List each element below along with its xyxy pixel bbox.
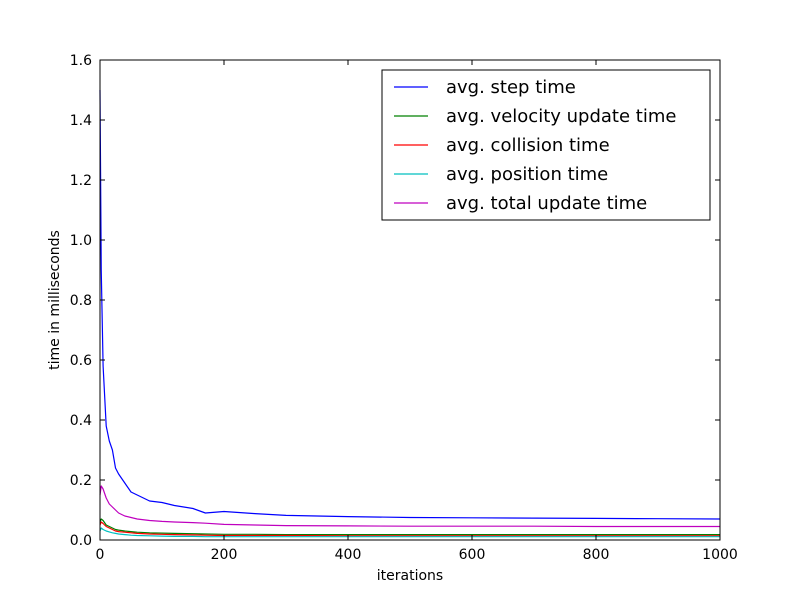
y-tick-label: 1.2: [70, 173, 92, 189]
x-tick-label: 600: [459, 547, 486, 563]
y-tick-label: 0.6: [70, 353, 92, 369]
y-tick-label: 0.0: [70, 533, 92, 549]
legend-label-1: avg. step time: [446, 77, 576, 98]
legend: avg. step time avg. velocity update time a…: [381, 69, 711, 221]
legend-label-5: avg. total update time: [446, 193, 647, 214]
y-tick-label: 1.4: [70, 113, 92, 129]
series-line-3: [99, 521, 720, 537]
x-tick-label: 800: [583, 547, 610, 563]
y-tick-label: 1.0: [70, 233, 92, 249]
y-tick-label: 0.2: [70, 473, 92, 489]
series-line-2: [99, 518, 720, 536]
ticks-layer: 0 200 400 600 800 1000 0.0 0.2 0.4 0.6 0.8 1.0 1.2 1.…: [70, 53, 738, 563]
legend-box: [381, 69, 711, 221]
y-tick-label: 0.8: [70, 293, 92, 309]
x-tick-label: 1000: [702, 547, 738, 563]
series-line-1: [99, 89, 721, 520]
y-tick-label: 1.6: [70, 53, 92, 69]
series-line-5: [99, 485, 720, 528]
y-axis-label: time in milliseconds: [47, 230, 63, 370]
legend-label-3: avg. collision time: [446, 135, 610, 156]
series-line-4: [99, 527, 720, 538]
x-tick-label: 400: [335, 547, 362, 563]
series-layer: [99, 89, 721, 538]
x-tick-label: 200: [211, 547, 238, 563]
legend-label-4: avg. position time: [446, 164, 608, 185]
x-tick-label: 0: [96, 547, 105, 563]
x-axis-label: iterations: [377, 568, 443, 584]
legend-label-2: avg. velocity update time: [446, 106, 676, 127]
y-tick-label: 0.4: [70, 413, 92, 429]
